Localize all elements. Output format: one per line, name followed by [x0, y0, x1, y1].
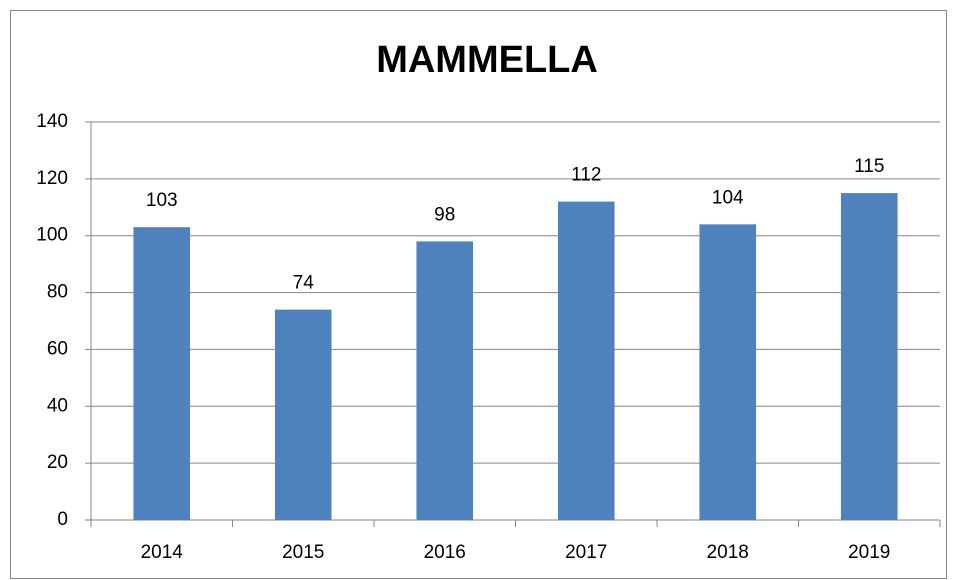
- x-tick-label: 2018: [707, 542, 749, 563]
- bar: [133, 227, 191, 520]
- y-tick-label: 80: [47, 282, 68, 303]
- x-tick-label: 2014: [141, 542, 184, 563]
- y-tick-label: 20: [47, 452, 68, 473]
- x-tick-label: 2016: [424, 542, 466, 563]
- bar: [840, 193, 898, 521]
- x-tick-label: 2017: [565, 542, 607, 563]
- bar: [699, 224, 757, 521]
- y-tick-label: 120: [36, 168, 68, 189]
- y-tick-label: 40: [47, 395, 68, 416]
- data-label: 74: [293, 273, 315, 294]
- y-tick-label: 100: [36, 225, 68, 246]
- data-label: 104: [712, 187, 744, 208]
- bar: [274, 309, 332, 520]
- y-tick-label: 0: [57, 509, 68, 530]
- x-tick-label: 2019: [848, 542, 890, 563]
- data-label: 98: [434, 204, 455, 225]
- y-tick-label: 140: [36, 111, 68, 132]
- x-tick-label: 2015: [282, 542, 324, 563]
- y-tick-label: 60: [47, 338, 68, 359]
- bar: [557, 201, 615, 520]
- chart-title: MAMMELLA: [376, 39, 598, 81]
- data-label: 103: [146, 190, 178, 211]
- data-label: 112: [571, 165, 601, 186]
- bar: [416, 241, 474, 520]
- data-label: 115: [854, 156, 884, 177]
